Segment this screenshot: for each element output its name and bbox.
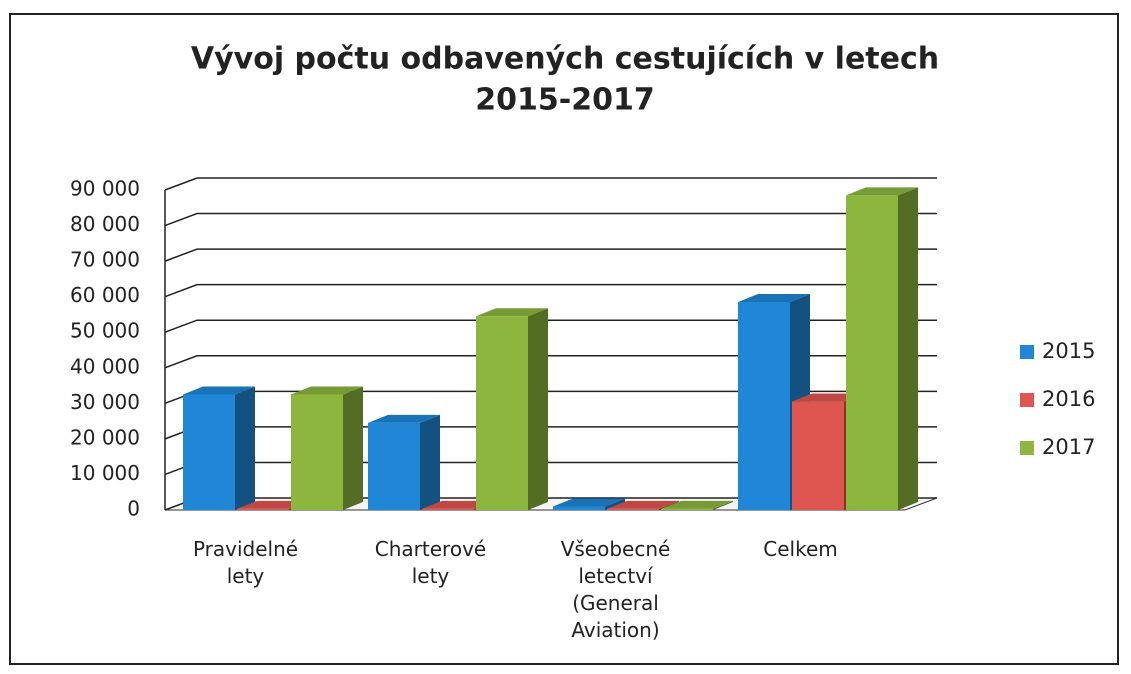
bar bbox=[237, 508, 289, 510]
bar-side bbox=[713, 500, 733, 510]
y-tick-label: 60 000 bbox=[70, 283, 140, 307]
y-tick-label: 70 000 bbox=[70, 248, 140, 272]
bar bbox=[553, 506, 605, 510]
bar-top bbox=[553, 498, 625, 507]
bar bbox=[846, 195, 898, 511]
x-tick-label: Pravidelné lety bbox=[193, 537, 298, 588]
bar bbox=[422, 508, 474, 510]
y-tick-label: 10 000 bbox=[70, 461, 140, 485]
y-tick-label: 40 000 bbox=[70, 354, 140, 378]
grid-line bbox=[164, 283, 937, 298]
grid-line bbox=[164, 355, 937, 369]
y-tick-label: 80 000 bbox=[70, 212, 140, 236]
bar-top bbox=[183, 386, 255, 395]
bar bbox=[476, 316, 528, 510]
grid-line bbox=[164, 177, 937, 191]
x-tick-label: Celkem bbox=[763, 537, 837, 561]
grid-line bbox=[164, 212, 937, 227]
bar-top bbox=[846, 187, 918, 196]
bar bbox=[792, 401, 844, 510]
legend-swatch bbox=[1020, 393, 1034, 407]
y-tick-label: 30 000 bbox=[70, 390, 140, 414]
legend-label: 2016 bbox=[1042, 387, 1095, 411]
chart-title: Vývoj počtu odbavených cestujících v let… bbox=[191, 42, 939, 77]
bar bbox=[738, 302, 790, 510]
bar-side bbox=[343, 386, 363, 510]
bar bbox=[607, 508, 659, 510]
bar bbox=[291, 394, 343, 510]
bar-side bbox=[235, 386, 255, 510]
legend-swatch bbox=[1020, 345, 1034, 359]
legend-label: 2015 bbox=[1042, 339, 1095, 363]
bar-top bbox=[661, 500, 733, 509]
bar bbox=[183, 394, 235, 510]
x-tick-label: Všeobecné letectví (General Aviation) bbox=[561, 537, 671, 642]
legend-label: 2017 bbox=[1042, 435, 1095, 459]
x-tick-label: Charterové lety bbox=[375, 537, 486, 588]
chart-frame bbox=[9, 13, 1119, 665]
bar-top bbox=[607, 500, 679, 509]
bar-top bbox=[291, 386, 363, 395]
bar bbox=[661, 508, 713, 510]
bar-top bbox=[738, 294, 810, 302]
y-tick-label: 20 000 bbox=[70, 425, 140, 449]
grid-line bbox=[164, 319, 937, 333]
chart-title: 2015-2017 bbox=[475, 83, 654, 118]
bar-top bbox=[476, 308, 548, 317]
grid-line bbox=[164, 248, 937, 262]
bar-side bbox=[898, 187, 918, 511]
bar bbox=[368, 422, 420, 510]
legend-swatch bbox=[1020, 441, 1034, 455]
bar-side bbox=[605, 498, 625, 510]
bar-top bbox=[368, 414, 440, 423]
y-tick-label: 90 000 bbox=[70, 177, 140, 201]
y-tick-label: 50 000 bbox=[70, 319, 140, 343]
y-tick-label: 0 bbox=[127, 497, 140, 521]
bar-side bbox=[528, 308, 548, 510]
bar-side bbox=[420, 414, 440, 510]
